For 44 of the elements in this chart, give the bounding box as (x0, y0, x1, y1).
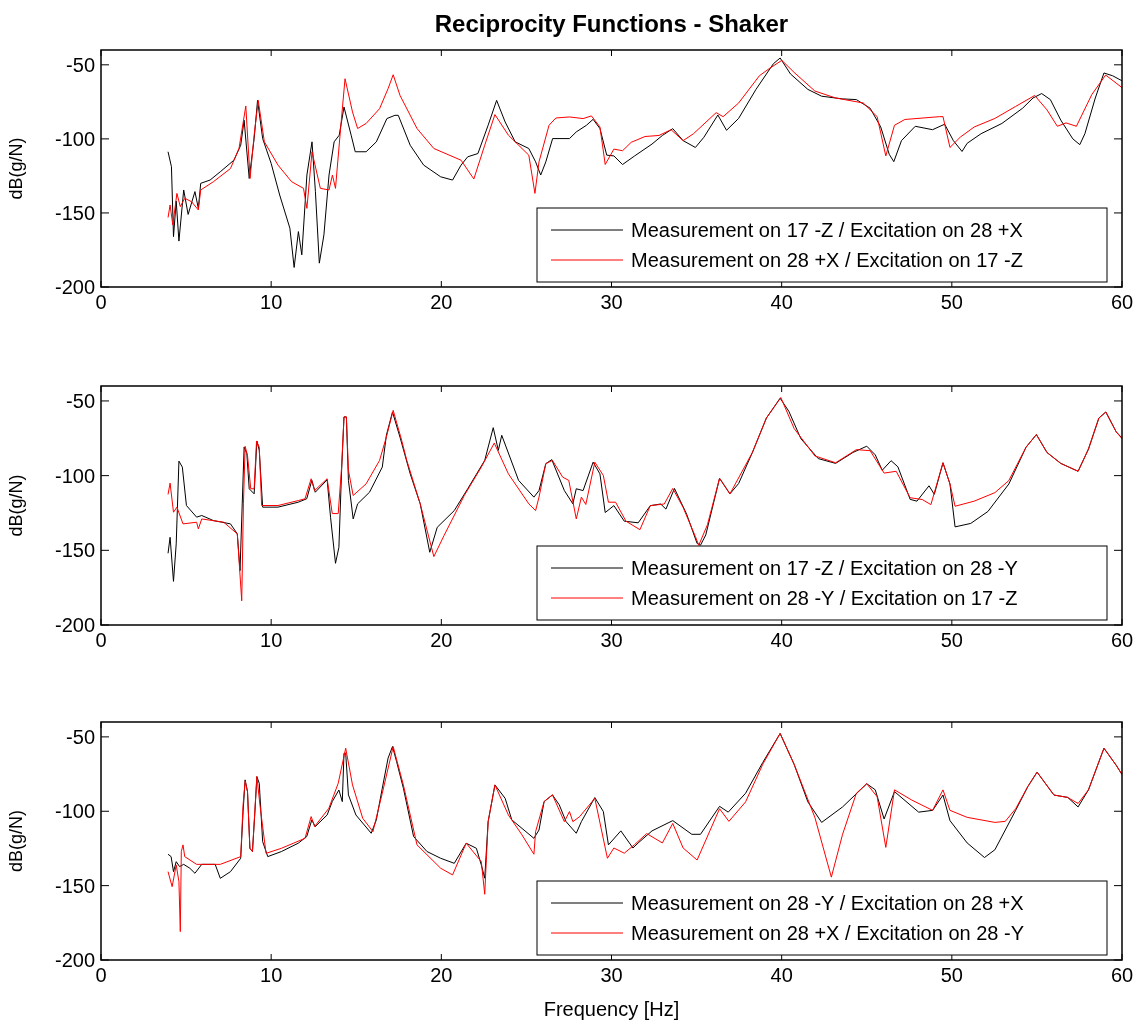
y-tick-label: -100 (54, 127, 95, 150)
x-tick-label: 10 (260, 291, 283, 313)
x-tick-label: 20 (430, 964, 453, 986)
y-tick-label: -100 (54, 800, 95, 823)
x-tick-label: 50 (940, 291, 963, 313)
legend-label: Measurement on 17 -Z / Excitation on 28 +X (631, 219, 1023, 241)
y-axis-title: dB(g/N) (6, 137, 26, 200)
legend-label: Measurement on 28 -Y / Excitation on 17 -Z (631, 587, 1018, 609)
x-tick-label: 0 (95, 291, 107, 313)
x-tick-label: 0 (95, 964, 107, 986)
y-axis-title: dB(g/N) (6, 809, 26, 873)
y-tick-label: -150 (54, 201, 95, 224)
x-tick-label: 20 (430, 629, 453, 651)
y-tick-label: -200 (54, 276, 95, 298)
chart-title: Reciprocity Functions - Shaker (434, 10, 789, 37)
y-tick-label: -200 (54, 614, 95, 636)
legend-label: Measurement on 28 +X / Excitation on 17 -Z (631, 249, 1023, 271)
x-tick-label: 30 (600, 964, 623, 986)
legend-label: Measurement on 28 -Y / Excitation on 28 +X (631, 892, 1024, 914)
x-tick-label: 40 (770, 291, 793, 313)
y-tick-label: -50 (66, 53, 95, 76)
x-tick-label: 40 (770, 964, 793, 986)
x-tick-label: 60 (1110, 964, 1134, 986)
x-tick-label: 20 (430, 291, 453, 313)
x-tick-label: 60 (1110, 629, 1134, 651)
x-tick-label: 50 (940, 964, 963, 986)
y-axis-title: dB(g/N) (6, 474, 26, 537)
y-tick-label: -150 (54, 874, 95, 897)
x-tick-label: 60 (1110, 291, 1134, 313)
y-tick-label: -50 (66, 389, 95, 412)
x-tick-label: 0 (95, 629, 107, 651)
y-tick-label: -50 (66, 725, 95, 748)
y-tick-label: -200 (54, 949, 95, 971)
legend-label: Measurement on 28 +X / Excitation on 28 -Y (631, 922, 1024, 944)
x-tick-label: 30 (600, 291, 623, 313)
legend-label: Measurement on 17 -Z / Excitation on 28 -Y (631, 557, 1018, 579)
y-tick-label: -150 (54, 539, 95, 562)
x-tick-label: 40 (770, 629, 793, 651)
x-tick-label: 30 (600, 629, 623, 651)
y-tick-label: -100 (54, 464, 95, 487)
x-axis-title: Frequency [Hz] (543, 998, 680, 1020)
x-tick-label: 50 (940, 629, 963, 651)
x-tick-label: 10 (260, 964, 283, 986)
x-tick-label: 10 (260, 629, 283, 651)
